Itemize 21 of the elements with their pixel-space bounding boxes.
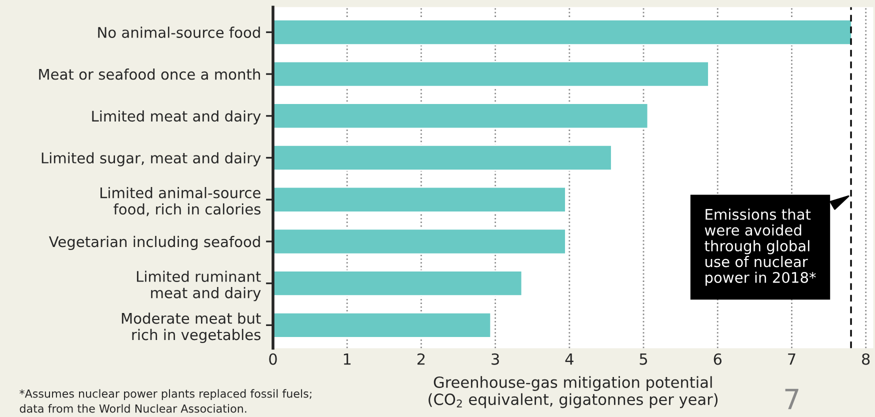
y-tick-label: Limited animal-source food, rich in calories	[100, 187, 260, 216]
text: *Assumes nuclear power plants replaced fossil fuels; data from the World Nuclear Association.	[20, 389, 312, 413]
x-tick-label: 5	[640, 354, 648, 365]
x-tick-label: 6	[714, 353, 722, 365]
y-tick-label: Limited sugar, meat and dairy	[42, 152, 261, 166]
x-axis-title: Greenhouse-gas mitigation potential (CO$_{2}$ equivalent, gigatonnes per year)	[428, 376, 718, 408]
x-tick-label: 7	[788, 354, 796, 365]
y-tick-label: Meat or seafood once a month	[39, 68, 260, 80]
y-tick-label: Vegetarian including seafood	[48, 236, 260, 250]
ref-line-label: Emissions that were avoided through global use of nuclear power in 2018*	[704, 208, 816, 286]
x-tick-label: 0	[269, 353, 277, 365]
x-tick-label: 3	[492, 353, 499, 365]
y-tick-label: Limited ruminant meat and dairy	[136, 270, 261, 302]
y-tick-label: No animal-source food	[98, 26, 260, 38]
x-tick-label: 4	[565, 354, 574, 365]
x-tick-label: 8	[862, 353, 870, 365]
y-tick-label: Moderate meat but rich in vegetables	[122, 312, 261, 344]
y-tick-label: Limited meat and dairy	[92, 110, 261, 124]
x-tick-label: 1	[344, 354, 351, 365]
x-tick-label: 2	[417, 353, 425, 365]
text: 7	[785, 388, 798, 410]
